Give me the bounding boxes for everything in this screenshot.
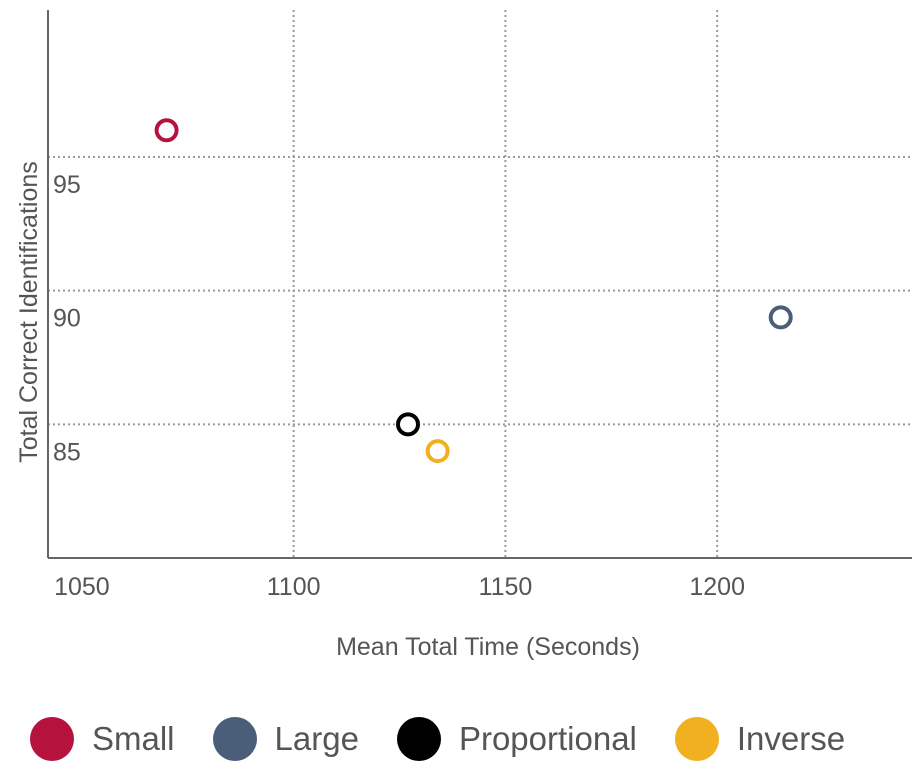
- y-tick-label: 90: [53, 305, 81, 333]
- legend-label: Large: [274, 720, 359, 757]
- data-points: [154, 118, 793, 464]
- point-small: [154, 118, 179, 143]
- y-axis-title: Total Correct Identifications: [15, 161, 43, 463]
- x-tick-label: 1200: [689, 573, 745, 601]
- y-tick-labels: 85 90 95: [53, 171, 81, 466]
- legend-swatch-large: [212, 717, 257, 761]
- legend-label: Inverse: [736, 720, 846, 757]
- x-tick-label: 1100: [267, 573, 321, 601]
- axes: [47, 10, 912, 559]
- y-tick-label: 95: [53, 171, 81, 199]
- legend-label: Small: [92, 720, 175, 757]
- point-large: [768, 305, 793, 330]
- x-axis-title: Mean Total Time (Seconds): [336, 633, 640, 661]
- legend-swatch-inverse: [674, 717, 719, 761]
- legend-item-proportional: Proportional: [396, 717, 637, 761]
- x-tick-label: 1050: [54, 573, 110, 601]
- y-tick-label: 85: [53, 438, 81, 466]
- scatter-chart: 1050 1100 1150 1200 85 90 95 Mean Total Time …: [15, 10, 912, 661]
- x-tick-labels: 1050 1100 1150 1200: [54, 573, 745, 601]
- legend-item-inverse: Inverse: [674, 717, 846, 761]
- legend-label: Proportional: [458, 720, 637, 757]
- point-proportional: [396, 412, 420, 437]
- legend-swatch-proportional: [396, 717, 441, 761]
- point-inverse: [425, 439, 450, 464]
- legend-swatch-small: [30, 717, 74, 761]
- legend-item-large: Large: [212, 717, 359, 761]
- x-tick-label: 1150: [479, 573, 533, 601]
- legend-item-small: Small: [30, 717, 175, 761]
- grid-lines: [48, 10, 912, 558]
- legend: Small Large Proportional Inverse: [30, 717, 883, 761]
